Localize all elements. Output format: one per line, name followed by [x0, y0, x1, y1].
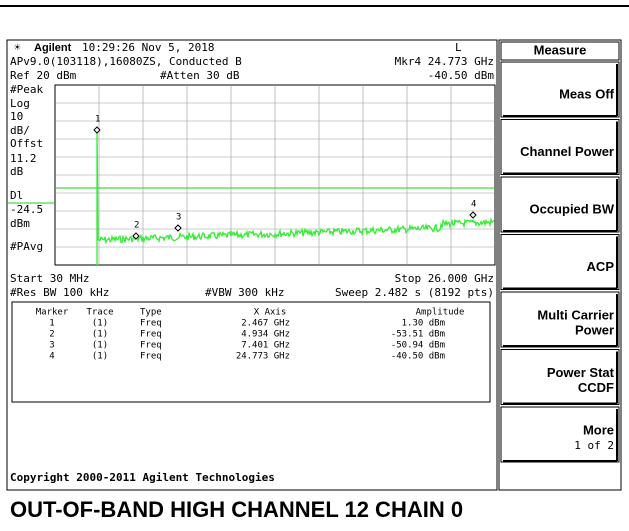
- scale-label: dBm: [10, 217, 30, 230]
- softkey: [500, 61, 620, 118]
- table-cell: Freq: [140, 341, 162, 351]
- softkey-label: Channel Power: [520, 144, 614, 159]
- marker-label: 3: [176, 213, 181, 223]
- scale-label: -24.5: [10, 203, 43, 216]
- table-header: Trace: [86, 308, 113, 318]
- table-cell: 1.30 dBm: [402, 319, 445, 329]
- softkey: [500, 234, 620, 290]
- marker-diamond: [93, 126, 101, 134]
- mode: L: [455, 41, 462, 54]
- atten: #Atten 30 dB: [160, 69, 240, 82]
- softkey-label: CCDF: [578, 380, 614, 395]
- table-cell: -50.94 dBm: [391, 341, 445, 351]
- marker-amp: -40.50 dBm: [428, 69, 495, 82]
- scale-label: dB: [10, 165, 24, 178]
- softkey-label: Multi Carrier: [537, 307, 614, 322]
- table-cell: Freq: [140, 319, 162, 329]
- table-cell: 2: [49, 330, 54, 340]
- scale-label: Offst: [10, 137, 43, 150]
- ref: Ref 20 dBm: [10, 69, 77, 82]
- trace: [96, 129, 495, 266]
- table-cell: 4: [49, 352, 54, 362]
- table-cell: 3: [49, 341, 54, 351]
- softkey: [500, 176, 620, 233]
- table-cell: Freq: [140, 352, 162, 362]
- marker-diamond: [174, 224, 182, 232]
- scale-label: 10: [10, 110, 23, 123]
- scale-label: #PAvg: [10, 240, 43, 253]
- copyright: Copyright 2000-2011 Agilent Technologies: [10, 471, 275, 484]
- marker-diamond: [132, 232, 140, 240]
- table-cell: 1: [49, 319, 54, 329]
- table-header: X Axis: [254, 308, 287, 318]
- start: Start 30 MHz: [10, 272, 89, 285]
- sweep: Sweep 2.482 s (8192 pts): [335, 286, 494, 299]
- softkey: [500, 349, 620, 405]
- time: 10:29:26 Nov 5, 2018: [82, 41, 214, 54]
- scale-label: 11.2: [10, 152, 37, 165]
- table-cell: (1): [92, 352, 108, 362]
- table-header: Amplitude: [416, 308, 465, 318]
- marker-readout: Mkr4 24.773 GHz: [395, 55, 494, 68]
- table-cell: (1): [92, 341, 108, 351]
- scale-label: Log: [10, 97, 30, 110]
- softkey-label: ACP: [587, 259, 615, 274]
- softkey-label: Power: [575, 322, 614, 337]
- caption: OUT-OF-BAND HIGH CHANNEL 12 CHAIN 0: [10, 497, 463, 522]
- table-cell: -53.51 dBm: [391, 330, 445, 340]
- softkey-label: Meas Off: [559, 86, 615, 101]
- softkey-label: 1 of 2: [574, 439, 614, 452]
- marker-label: 2: [134, 221, 139, 231]
- marker-diamond: [469, 211, 477, 219]
- softkey-label: Power Stat: [547, 365, 615, 380]
- menu-title: Measure: [534, 42, 587, 57]
- table-cell: 4.934 GHz: [241, 330, 290, 340]
- table-header: Type: [140, 308, 162, 318]
- scale-label: #Peak: [10, 83, 43, 96]
- table-cell: 2.467 GHz: [241, 319, 290, 329]
- softkey: [500, 119, 620, 175]
- marker-label: 1: [95, 115, 100, 125]
- marker-label: 4: [471, 200, 476, 210]
- table-cell: (1): [92, 319, 108, 329]
- brand: Agilent: [34, 42, 72, 54]
- table-cell: Freq: [140, 330, 162, 340]
- stop: Stop 26.000 GHz: [395, 272, 494, 285]
- softkey: [500, 291, 620, 348]
- scale-label: Dl: [10, 189, 23, 202]
- softkey-label: More: [583, 422, 614, 437]
- copyright-bar: [8, 466, 496, 488]
- info: APv9.0(103118),16080ZS, Conducted B: [10, 55, 242, 68]
- table-header: Marker: [36, 308, 69, 318]
- sun-icon: ☀: [14, 41, 21, 54]
- table-cell: 24.773 GHz: [236, 352, 290, 362]
- rbw: #Res BW 100 kHz: [10, 286, 109, 299]
- vbw: #VBW 300 kHz: [205, 286, 284, 299]
- softkey-label: Occupied BW: [529, 201, 614, 216]
- table-cell: 7.401 GHz: [241, 341, 290, 351]
- table-cell: (1): [92, 330, 108, 340]
- scale-label: dB/: [10, 124, 30, 137]
- table-cell: -40.50 dBm: [391, 352, 445, 362]
- table-box: [11, 301, 491, 403]
- menu-title-box: [500, 41, 620, 61]
- softkey: [500, 406, 620, 463]
